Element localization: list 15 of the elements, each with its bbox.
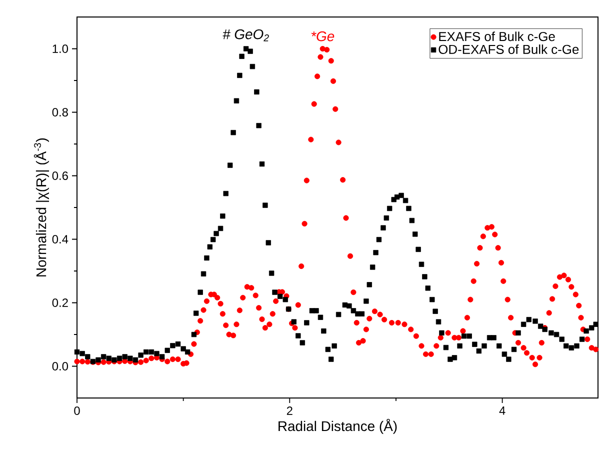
x-tick-label: 2	[286, 406, 292, 415]
x-tick-label: 0	[74, 406, 80, 415]
x-axis-title: Radial Distance (Å)	[278, 418, 397, 434]
annotation: # GeO$_{2}$	[222, 29, 269, 42]
y-tick-label: 0.4	[52, 235, 68, 244]
legend-label: EXAFS of Bulk c-Ge	[439, 32, 555, 42]
x-tick-label: 4	[499, 406, 506, 415]
y-tick-label: 0.0	[52, 362, 68, 370]
y-tick-label: 0.8	[52, 108, 68, 116]
annotation: *Ge	[311, 31, 334, 42]
y-axis-title: Normalized |χ(R)| (Å$^{-3}$)	[34, 138, 50, 276]
y-tick-label: 0.6	[52, 172, 68, 180]
y-tick-label: 1.0	[52, 44, 68, 53]
legend-label: OD-EXAFS of Bulk c-Ge	[438, 44, 579, 54]
y-tick-label: 0.2	[52, 298, 68, 307]
